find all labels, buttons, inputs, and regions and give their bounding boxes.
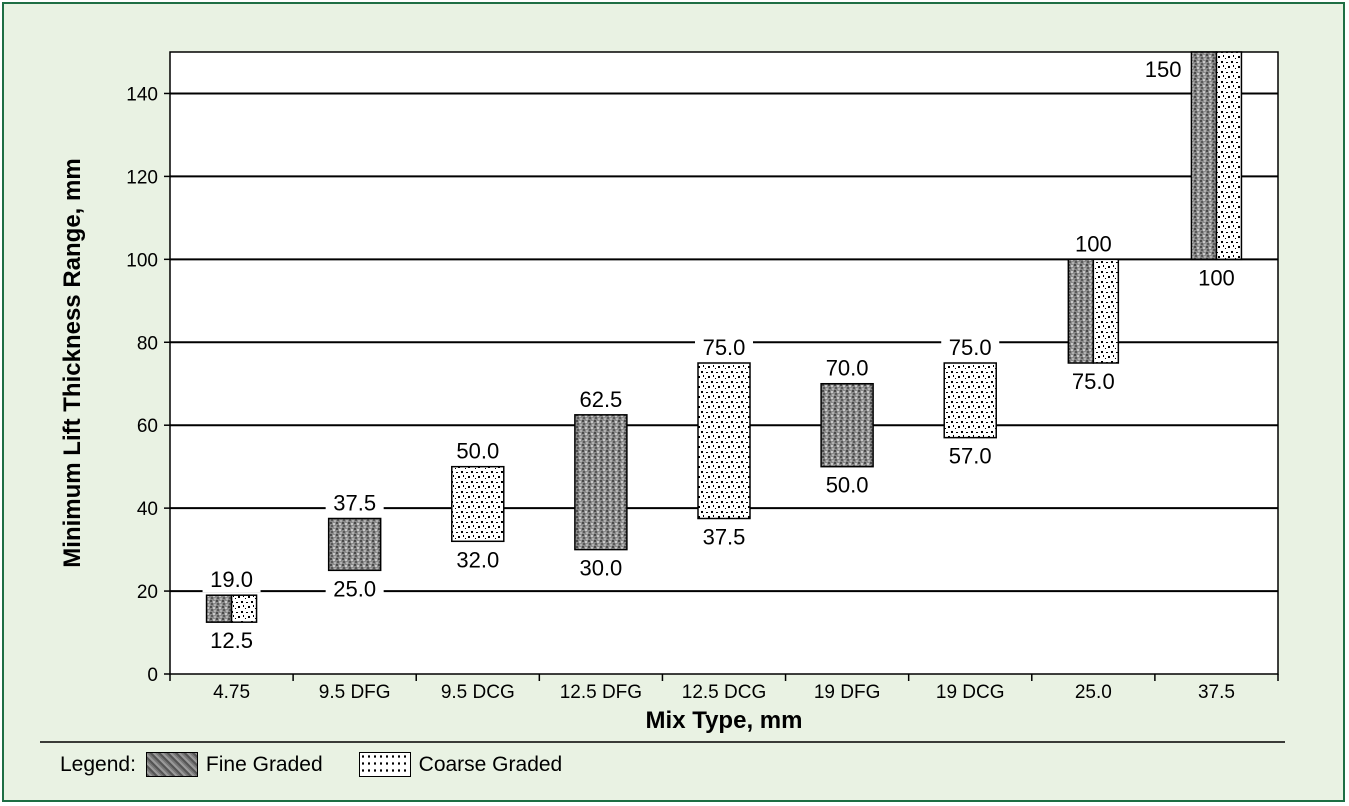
y-tick-label: 20 (137, 582, 158, 603)
range-low-label-bg (941, 444, 1000, 469)
range-bar-fine (1190, 51, 1218, 261)
range-low-label-bg (571, 556, 630, 581)
x-tick-label: 4.75 (213, 682, 250, 703)
legend-swatch-coarse (358, 752, 411, 777)
range-high-label: 150 (1145, 57, 1182, 82)
range-high-label: 37.5 (333, 491, 376, 516)
x-tick-label: 19 DCG (936, 682, 1005, 703)
range-high-label-bg (571, 387, 630, 412)
range-low-label: 57.0 (949, 444, 992, 469)
x-tick-label: 12.5 DFG (560, 682, 642, 703)
range-low-label: 25.0 (333, 576, 376, 601)
range-low-label: 37.5 (703, 525, 746, 550)
range-bar-coarse (943, 362, 997, 439)
range-high-label: 70.0 (826, 356, 869, 381)
range-low-label-bg (202, 629, 261, 654)
legend-label-coarse: Coarse Graded (418, 752, 563, 776)
range-bar-fine (820, 382, 874, 468)
range-high-label: 62.5 (579, 387, 622, 412)
range-low-label: 32.0 (456, 547, 499, 572)
y-axis-label: Minimum Lift Thickness Range, mm (59, 158, 86, 567)
y-tick-label: 100 (126, 250, 158, 271)
range-low-label: 100 (1198, 265, 1235, 290)
range-high-label-bg (818, 356, 877, 381)
range-high-label-bg (202, 568, 261, 593)
range-bars: 19.0 12.5 37.5 25.0 50.0 32.0 62.5 30.0 75.0 37.5… (202, 51, 1243, 654)
range-low-label-bg (325, 577, 384, 602)
range-bar-coarse (697, 362, 751, 520)
range-high-label-bg (325, 491, 384, 516)
range-high-label: 75.0 (949, 335, 992, 360)
range-high-label: 19.0 (210, 567, 253, 592)
range-low-label-bg (1064, 370, 1123, 394)
range-low-label-bg (1193, 266, 1240, 291)
range-high-label: 75.0 (703, 335, 746, 360)
legend-title: Legend: (60, 752, 136, 776)
range-high-label: 50.0 (456, 439, 499, 464)
legend: Legend: Fine Graded Coarse Graded (60, 752, 562, 777)
y-tick-label: 80 (137, 333, 158, 354)
y-tick-label: 40 (137, 499, 158, 520)
range-high-label-bg (1070, 232, 1117, 257)
range-high-label-bg (941, 336, 1000, 360)
legend-swatch-fine (145, 752, 198, 777)
x-tick-label: 37.5 (1198, 682, 1235, 703)
range-low-label: 30.0 (579, 556, 622, 581)
range-bar-fine (1067, 258, 1095, 364)
range-bar-coarse (1092, 258, 1120, 364)
range-low-label: 75.0 (1072, 369, 1115, 394)
range-low-label-bg (818, 473, 877, 498)
range-low-label-bg (448, 548, 507, 573)
x-tick-label: 25.0 (1075, 682, 1112, 703)
y-tick-label: 60 (137, 416, 158, 437)
range-bar-coarse (1215, 51, 1243, 261)
legend-label-fine: Fine Graded (205, 752, 323, 776)
y-tick-label: 0 (147, 665, 158, 686)
range-high-label: 100 (1075, 231, 1112, 256)
range-low-label: 50.0 (826, 473, 869, 498)
y-tick-label: 140 (126, 84, 158, 105)
range-bar-coarse (230, 594, 258, 623)
axes: 0 20 40 60 80 100 120 140 4.75 9.5 DFG 9.5 DCG 12.5… (126, 84, 1279, 703)
range-high-label-bg (448, 439, 507, 464)
range-bar-coarse (451, 465, 505, 543)
range-high-label-bg (1137, 58, 1184, 82)
range-low-label: 12.5 (210, 628, 253, 653)
y-tick-label: 120 (126, 167, 158, 188)
x-tick-label: 9.5 DCG (441, 682, 515, 703)
range-bar-fine (205, 594, 233, 623)
range-bar-fine (327, 517, 382, 572)
range-high-label-bg (695, 336, 753, 360)
range-low-label-bg (695, 525, 753, 550)
x-axis-label: Mix Type, mm (646, 707, 803, 734)
range-bar-fine (574, 414, 628, 551)
x-tick-label: 9.5 DFG (319, 682, 391, 703)
x-tick-label: 19 DFG (814, 682, 881, 703)
x-tick-label: 12.5 DCG (682, 682, 766, 703)
